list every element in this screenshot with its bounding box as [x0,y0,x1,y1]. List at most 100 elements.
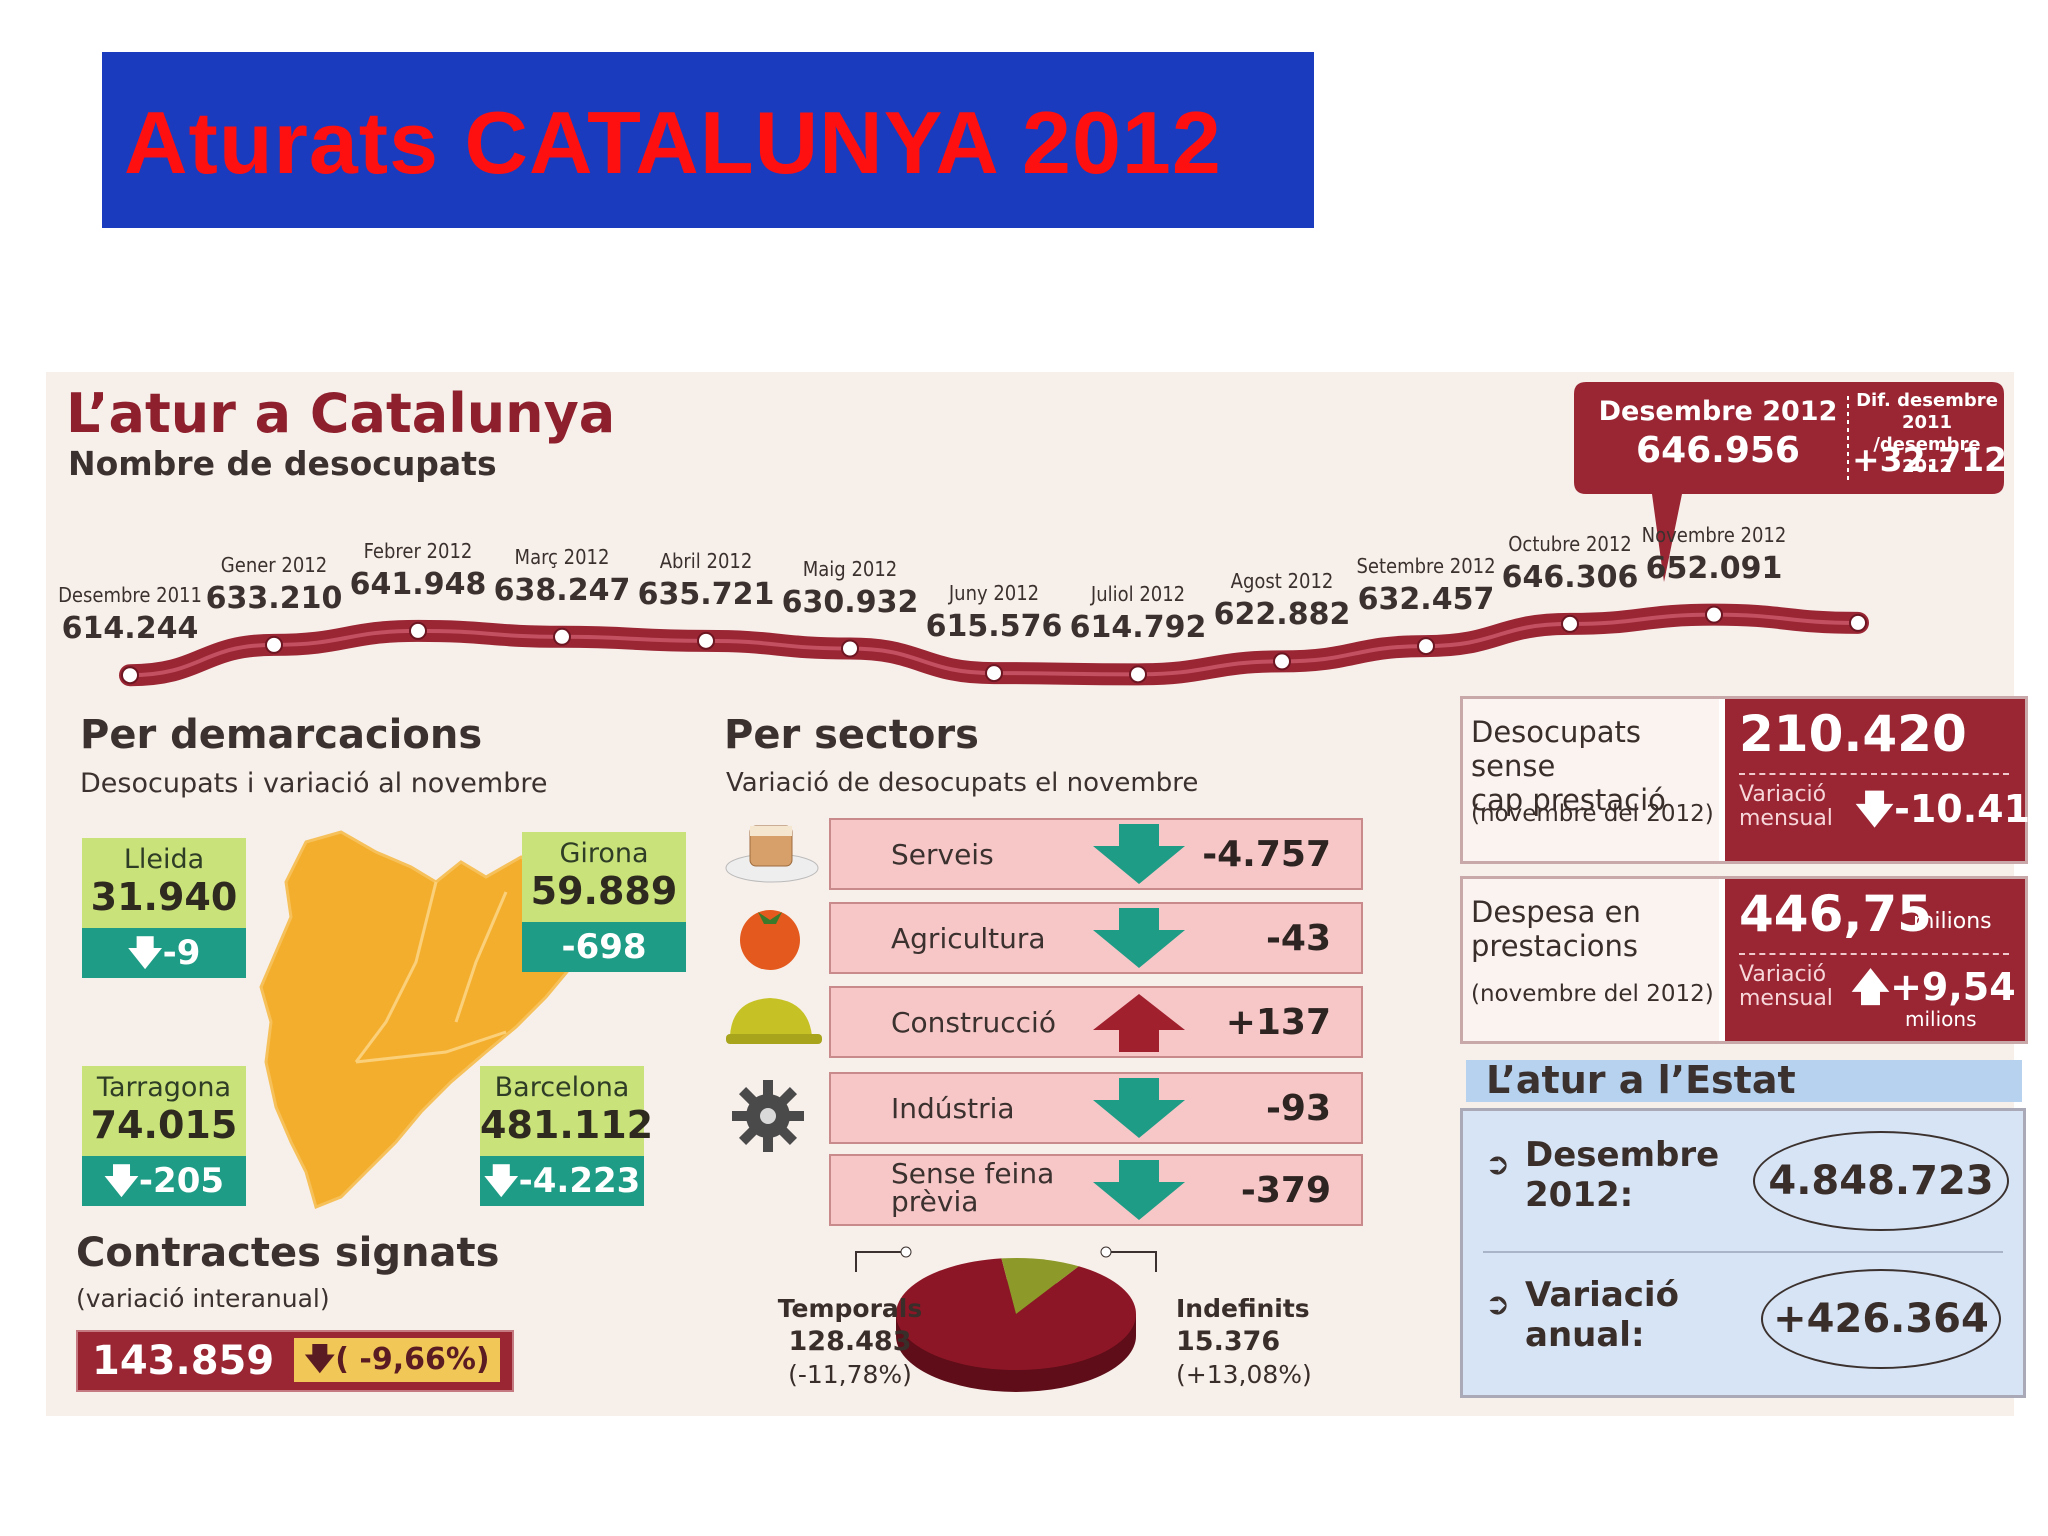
sector-name: Indústria [891,1092,1015,1125]
month-label: Setembre 2012 [1356,554,1496,579]
data-point [1849,613,1867,632]
arrow-down-icon [1093,1078,1185,1138]
contracts-total: 143.859 [92,1338,275,1384]
stat-label-line: Desocupats sense [1471,715,1642,783]
stat-value: 210.420 [1739,705,1967,763]
stat-label: Desocupats sense cap prestació (novembre … [1463,699,1719,861]
sector-name: Sense feina prèvia [891,1157,1055,1218]
region-change: -9 [162,933,201,973]
sector-name: Agricultura [891,922,1046,955]
variation-value-wrap: 🡇-10.418 [1855,781,2048,846]
data-point [1561,614,1579,633]
contracts-total-box: 143.859 🡇( -9,66%) [76,1330,514,1392]
region-value: 74.015 [90,1103,238,1147]
stat-values: 446,75 milions Variació mensual 🡅+9,54 mi… [1725,879,2025,1041]
leader-dot [900,1246,912,1258]
variation-label: Variació [1739,962,1827,987]
stat-label-line: prestacions [1471,929,1639,963]
data-point [985,664,1003,683]
month-label: Abril 2012 [659,548,753,573]
label-line: 2012: [1525,1175,1634,1215]
sector-row: Agricultura -43 [829,902,1363,974]
sectors-subtitle: Variació de desocupats el novembre [726,768,1199,798]
infographic-subtitle: Nombre de desocupats [68,444,497,483]
stat-label-date: (novembre del 2012) [1471,981,1714,1007]
data-label: 652.091 [1645,550,1783,586]
slide-title: Aturats CATALUNYA 2012 [124,93,1222,192]
highlight-diff-value: +32.712 [1852,440,2007,479]
stat-value: 446,75 [1739,885,1932,943]
pie-label-indefinits: Indefinits 15.376 (+13,08%) [1176,1292,1356,1391]
stat-box-no-benefit: Desocupats sense cap prestació (novembre … [1460,696,2048,864]
circle-arrow-icon: ➲ [1485,1287,1511,1322]
region-card-lleida: Lleida 31.940 🡇-9 [82,838,246,978]
sector-value: -4.757 [1202,834,1331,875]
sector-name: Construcció [891,1006,1056,1039]
stat-label-line: cap prestació [1471,783,1666,817]
divider [1483,1251,2003,1253]
sector-value: -379 [1240,1170,1331,1211]
month-label: Febrer 2012 [363,538,473,563]
estat-row1-label: Desembre 2012: [1525,1135,1719,1215]
data-point [697,631,715,650]
highlight-diff-label: Dif. desembre 2011 /desembre 2012 [1852,390,2002,478]
data-label: 638.247 [493,572,631,608]
region-name: Tarragona [96,1072,232,1103]
data-label: 615.576 [925,609,1063,645]
demarcacions-title: Per demarcacions [80,712,483,758]
arrow-up-icon: 🡅 [1851,965,1891,1009]
contracts-change-badge: 🡇( -9,66%) [294,1338,500,1382]
estat-header: L’atur a l’Estat [1466,1058,2022,1102]
divider [1739,773,2009,775]
data-point [121,666,139,685]
arrow-down-icon [1093,1160,1185,1220]
region-change: -4.223 [518,1161,641,1201]
highlight-callout-shape [1574,382,2004,582]
sector-value: -43 [1265,918,1331,959]
month-label: Maig 2012 [802,556,898,581]
arrow-down-icon: 🡇 [127,933,163,973]
region-value: 481.112 [480,1103,654,1147]
label-line: anual: [1525,1315,1645,1355]
infographic-title: L’atur a Catalunya [66,382,616,445]
temporals-value: 128.483 [788,1326,912,1357]
sector-row: Indústria -93 [829,1072,1363,1144]
label-line: Variació [1525,1275,1679,1315]
contracts-change: ( -9,66%) [335,1342,490,1377]
variation-label: mensual [1739,806,1833,831]
data-point [1129,665,1147,684]
sector-row: Sense feina prèvia -379 [829,1154,1363,1226]
data-label: 630.932 [781,584,919,620]
variation-value-wrap: 🡅+9,54 [1851,959,2016,1024]
divider [1739,953,2009,955]
sector-icons [725,825,822,1152]
coffee-cup-icon [725,825,819,883]
data-point [1705,605,1723,624]
slide-title-banner [102,52,1314,228]
demarcacions-subtitle: Desocupats i variació al novembre [80,768,548,799]
stat-label-line: Despesa en [1471,895,1641,929]
indefinits-name: Indefinits [1176,1294,1310,1323]
data-point [1273,652,1291,671]
arrow-down-icon: 🡇 [1855,787,1895,831]
sector-row: Construcció +137 [829,986,1363,1058]
month-label: Agost 2012 [1230,569,1334,594]
gear-icon [732,1080,804,1152]
data-point [265,635,283,654]
highlight-month-value: 646.956 [1636,430,1800,471]
estat-row2-value: +426.364 [1761,1269,2001,1369]
month-label: Gener 2012 [220,552,328,577]
highlight-diff-label-line1: Dif. desembre 2011 [1856,390,1998,433]
region-card-tarragona: Tarragona 74.015 🡇-205 [82,1066,246,1206]
monthly-unemployment-line-chart [119,603,1869,687]
sectors-title: Per sectors [724,712,979,758]
sector-name: Serveis [891,838,994,871]
sector-value: +137 [1225,1002,1331,1043]
month-label: Juliol 2012 [1090,582,1186,607]
month-label: Març 2012 [514,544,610,569]
data-point [1417,637,1435,656]
leader-line [855,1251,906,1272]
region-change: -205 [138,1161,225,1201]
arrow-up-icon [1093,994,1185,1052]
region-card-girona: Girona 59.889 -698 [522,832,686,972]
